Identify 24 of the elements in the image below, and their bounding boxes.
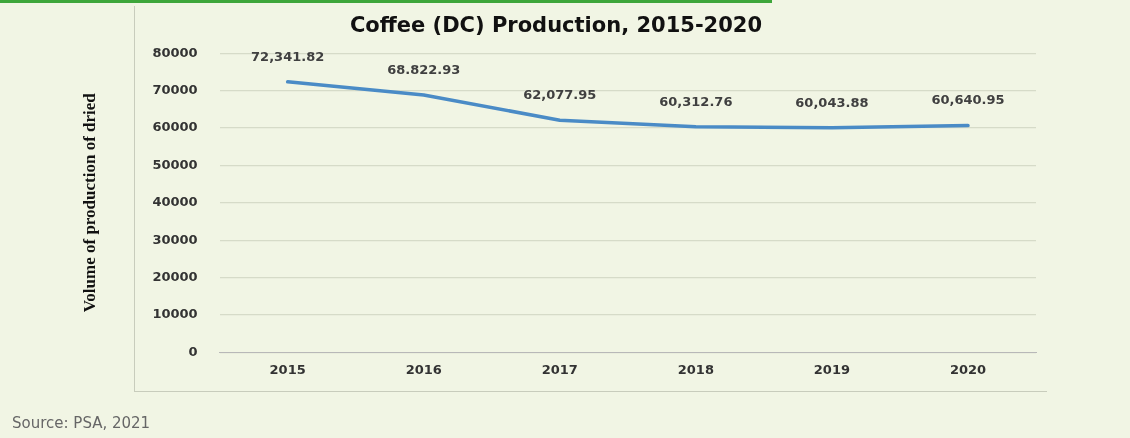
y-tick-label: 0 bbox=[188, 343, 198, 359]
x-tick-label: 2016 bbox=[405, 361, 442, 377]
y-tick-label: 70000 bbox=[152, 81, 198, 97]
y-tick-label: 50000 bbox=[152, 156, 198, 172]
y-tick-label: 60000 bbox=[152, 119, 198, 135]
data-label: 60,043.88 bbox=[795, 94, 869, 110]
data-label: 72,341.82 bbox=[251, 48, 325, 64]
data-label: 68.822.93 bbox=[387, 61, 461, 77]
data-label: 60,312.76 bbox=[659, 93, 733, 109]
data-label: 60,640.95 bbox=[931, 92, 1005, 108]
chart-title: Coffee (DC) Production, 2015-2020 bbox=[349, 13, 763, 38]
y-tick-label: 40000 bbox=[152, 194, 198, 210]
y-tick-label: 80000 bbox=[152, 44, 198, 60]
x-tick-label: 2018 bbox=[677, 361, 714, 377]
x-tick-label: 2020 bbox=[949, 361, 987, 377]
source-note: Source: PSA, 2021 bbox=[12, 414, 151, 432]
y-axis-title: Volume of production of dried bbox=[79, 92, 99, 313]
x-tick-label: 2015 bbox=[269, 361, 306, 377]
y-tick-label: 30000 bbox=[152, 231, 198, 247]
data-label: 62,077.95 bbox=[523, 87, 597, 103]
x-tick-label: 2019 bbox=[813, 361, 850, 377]
y-tick-label: 20000 bbox=[152, 268, 198, 284]
y-tick-label: 10000 bbox=[152, 306, 198, 322]
x-tick-label: 2017 bbox=[541, 361, 578, 377]
